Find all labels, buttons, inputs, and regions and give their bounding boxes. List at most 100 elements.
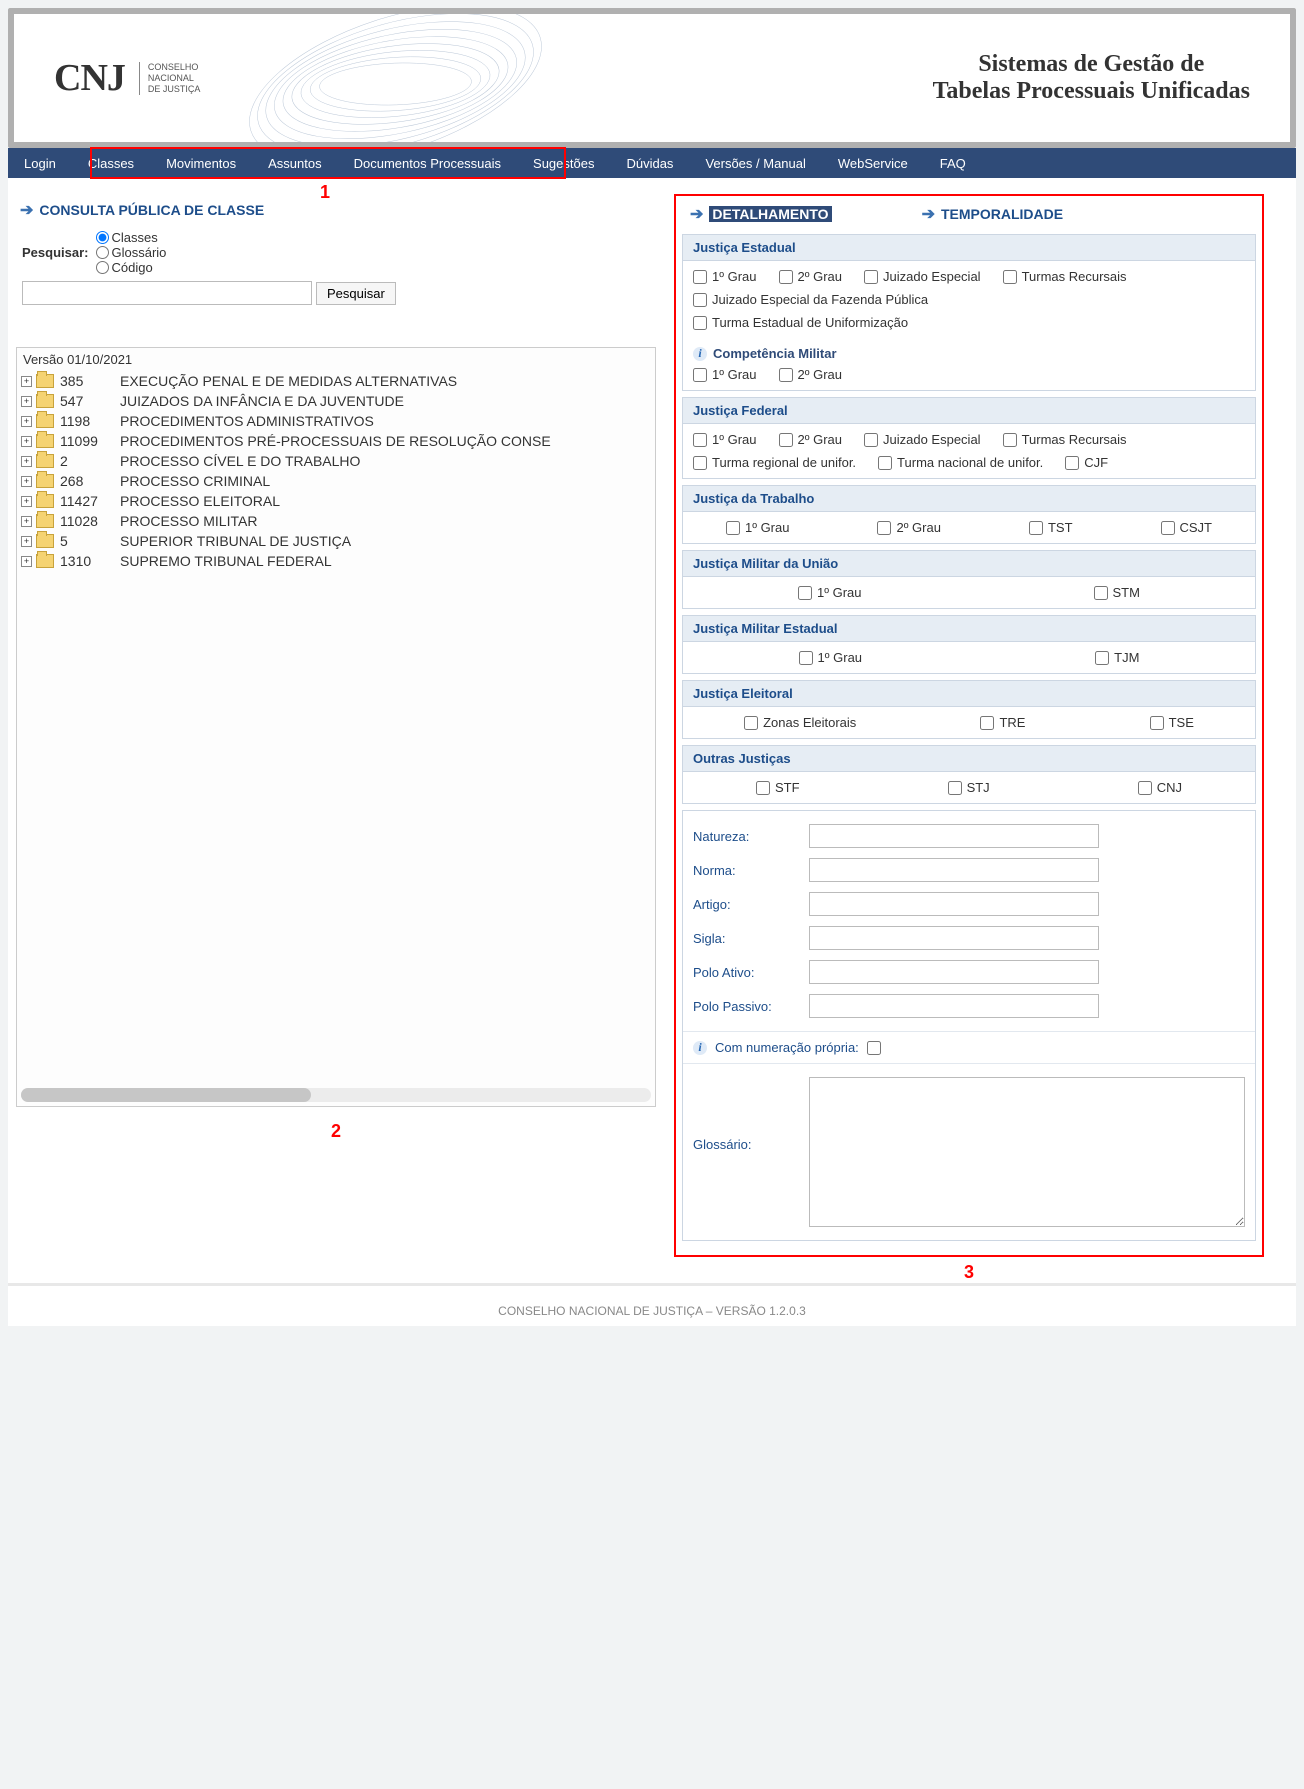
expand-icon[interactable]: + (21, 436, 32, 447)
checkbox-option[interactable]: 1º Grau (726, 520, 790, 535)
checkbox-option[interactable]: Juizado Especial (864, 432, 981, 447)
expand-icon[interactable]: + (21, 536, 32, 547)
checkbox-option[interactable]: CJF (1065, 455, 1108, 470)
nav-login[interactable]: Login (8, 148, 72, 178)
nav-webservice[interactable]: WebService (822, 148, 924, 178)
tree-label: PROCESSO ELEITORAL (120, 493, 280, 509)
tree-label: PROCESSO CÍVEL E DO TRABALHO (120, 453, 360, 469)
tree-row[interactable]: +11427PROCESSO ELEITORAL (21, 491, 651, 511)
checkbox-option[interactable]: TJM (1095, 650, 1139, 665)
folder-icon (36, 534, 54, 548)
polo-ativo-input[interactable] (809, 960, 1099, 984)
numeracao-checkbox[interactable] (867, 1041, 881, 1055)
checkbox-option[interactable]: 2º Grau (779, 367, 843, 382)
radio-glossario[interactable]: Glossário (96, 245, 166, 260)
glossario-textarea[interactable] (809, 1077, 1245, 1227)
swirl-decoration (234, 8, 614, 148)
expand-icon[interactable]: + (21, 516, 32, 527)
polo-passivo-label: Polo Passivo: (693, 999, 803, 1014)
numeracao-label: Com numeração própria: (715, 1040, 859, 1055)
nav-movimentos[interactable]: Movimentos (150, 148, 252, 178)
search-button[interactable]: Pesquisar (316, 282, 396, 305)
header-banner: CNJ CONSELHO NACIONAL DE JUSTIÇA Sistema… (8, 8, 1296, 148)
nav-documentos[interactable]: Documentos Processuais (338, 148, 517, 178)
expand-icon[interactable]: + (21, 416, 32, 427)
section-militar-uniao: Justiça Militar da União 1º Grau STM (682, 550, 1256, 609)
tree-row[interactable]: +385EXECUÇÃO PENAL E DE MEDIDAS ALTERNAT… (21, 371, 651, 391)
expand-icon[interactable]: + (21, 476, 32, 487)
tree-code: 385 (60, 373, 120, 389)
checkbox-option[interactable]: 1º Grau (693, 432, 757, 447)
tree-row[interactable]: +2PROCESSO CÍVEL E DO TRABALHO (21, 451, 651, 471)
expand-icon[interactable]: + (21, 396, 32, 407)
radio-classes[interactable]: Classes (96, 230, 166, 245)
checkbox-option[interactable]: 2º Grau (877, 520, 941, 535)
checkbox-option[interactable]: Juizado Especial da Fazenda Pública (693, 292, 928, 307)
nav-sugestoes[interactable]: Sugestões (517, 148, 610, 178)
nav-versoes[interactable]: Versões / Manual (689, 148, 821, 178)
info-icon: i (693, 347, 707, 361)
norma-input[interactable] (809, 858, 1099, 882)
checkbox-option[interactable]: Turma regional de unifor. (693, 455, 856, 470)
checkbox-option[interactable]: STF (756, 780, 800, 795)
norma-label: Norma: (693, 863, 803, 878)
search-label: Pesquisar: (22, 245, 88, 260)
checkbox-option[interactable]: 1º Grau (693, 367, 757, 382)
tab-temporalidade[interactable]: ➔ TEMPORALIDADE (922, 204, 1064, 224)
checkbox-option[interactable]: 1º Grau (798, 585, 862, 600)
checkbox-option[interactable]: CSJT (1161, 520, 1213, 535)
checkbox-option[interactable]: Turma Estadual de Uniformização (693, 315, 908, 330)
tree-row[interactable]: +1198PROCEDIMENTOS ADMINISTRATIVOS (21, 411, 651, 431)
checkbox-option[interactable]: Turmas Recursais (1003, 432, 1127, 447)
expand-icon[interactable]: + (21, 496, 32, 507)
folder-icon (36, 474, 54, 488)
checkbox-option[interactable]: STJ (948, 780, 990, 795)
nav-classes[interactable]: Classes (72, 148, 150, 178)
tab-detalhamento[interactable]: ➔ DETALHAMENTO (690, 204, 832, 224)
nav-assuntos[interactable]: Assuntos (252, 148, 337, 178)
tree-row[interactable]: +547JUIZADOS DA INFÂNCIA E DA JUVENTUDE (21, 391, 651, 411)
section-title: Justiça Militar da União (683, 551, 1255, 577)
checkbox-option[interactable]: Turma nacional de unifor. (878, 455, 1043, 470)
checkbox-option[interactable]: TRE (980, 715, 1025, 730)
folder-icon (36, 514, 54, 528)
sigla-input[interactable] (809, 926, 1099, 950)
tree-row[interactable]: +1310SUPREMO TRIBUNAL FEDERAL (21, 551, 651, 571)
artigo-input[interactable] (809, 892, 1099, 916)
radio-codigo[interactable]: Código (96, 260, 166, 275)
search-input[interactable] (22, 281, 312, 305)
checkbox-option[interactable]: TST (1029, 520, 1073, 535)
checkbox-option[interactable]: 2º Grau (779, 432, 843, 447)
tree-panel: Versão 01/10/2021 +385EXECUÇÃO PENAL E D… (16, 347, 656, 1107)
tree-row[interactable]: +11028PROCESSO MILITAR (21, 511, 651, 531)
tree-row[interactable]: +5SUPERIOR TRIBUNAL DE JUSTIÇA (21, 531, 651, 551)
info-icon: i (693, 1041, 707, 1055)
checkbox-option[interactable]: 2º Grau (779, 269, 843, 284)
expand-icon[interactable]: + (21, 556, 32, 567)
nav-duvidas[interactable]: Dúvidas (610, 148, 689, 178)
checkbox-option[interactable]: TSE (1150, 715, 1194, 730)
checkbox-option[interactable]: Turmas Recursais (1003, 269, 1127, 284)
tree-label: JUIZADOS DA INFÂNCIA E DA JUVENTUDE (120, 393, 404, 409)
tree-code: 11028 (60, 513, 120, 529)
section-justica-estadual: Justiça Estadual 1º Grau2º GrauJuizado E… (682, 234, 1256, 391)
natureza-input[interactable] (809, 824, 1099, 848)
checkbox-option[interactable]: STM (1094, 585, 1140, 600)
checkbox-option[interactable]: Juizado Especial (864, 269, 981, 284)
checkbox-option[interactable]: 1º Grau (693, 269, 757, 284)
tree-row[interactable]: +268PROCESSO CRIMINAL (21, 471, 651, 491)
folder-icon (36, 494, 54, 508)
tree-row[interactable]: +11099PROCEDIMENTOS PRÉ-PROCESSUAIS DE R… (21, 431, 651, 451)
competencia-militar-header: i Competência Militar (693, 346, 837, 361)
nav-faq[interactable]: FAQ (924, 148, 982, 178)
arrow-right-icon: ➔ (690, 204, 703, 224)
expand-icon[interactable]: + (21, 456, 32, 467)
sigla-label: Sigla: (693, 931, 803, 946)
tree-scrollbar[interactable] (21, 1088, 651, 1102)
checkbox-option[interactable]: 1º Grau (799, 650, 863, 665)
folder-icon (36, 374, 54, 388)
expand-icon[interactable]: + (21, 376, 32, 387)
checkbox-option[interactable]: CNJ (1138, 780, 1182, 795)
polo-passivo-input[interactable] (809, 994, 1099, 1018)
checkbox-option[interactable]: Zonas Eleitorais (744, 715, 856, 730)
